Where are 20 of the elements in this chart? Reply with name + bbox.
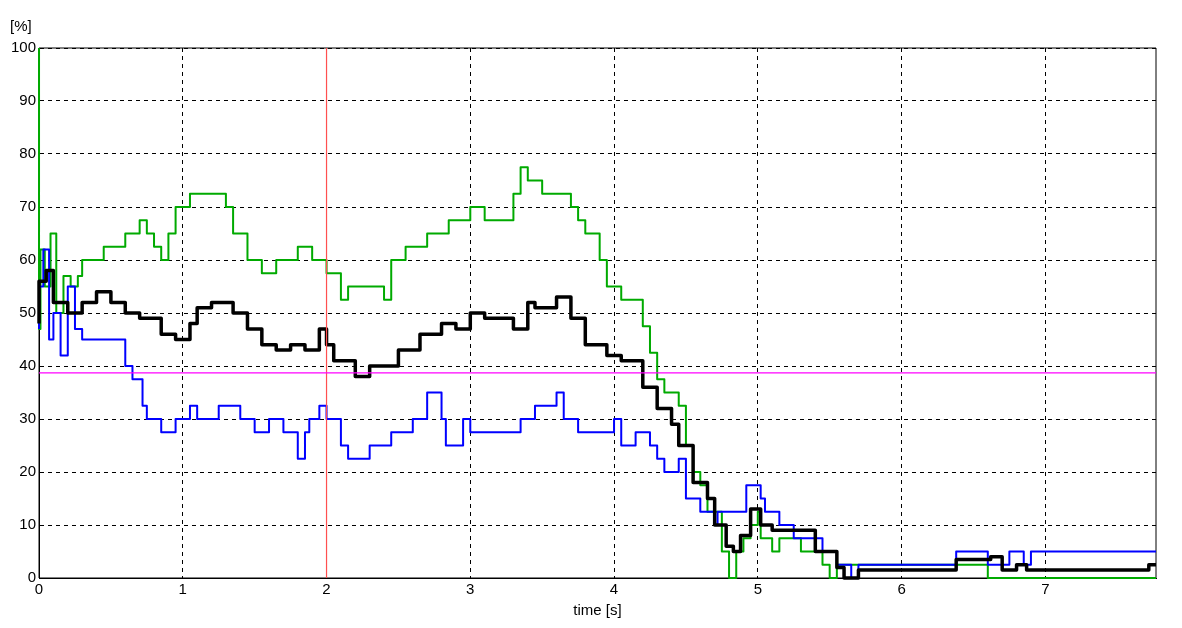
y-tick-label: 50 xyxy=(19,303,37,321)
y-tick-label: 0 xyxy=(27,568,37,586)
x-tick-label: 1 xyxy=(178,580,187,598)
y-tick-label: 90 xyxy=(19,91,37,109)
x-axis-title: time [s] xyxy=(573,601,622,619)
x-tick-label: 3 xyxy=(466,580,475,598)
x-tick-label: 2 xyxy=(322,580,331,598)
x-tick-label: 4 xyxy=(609,580,619,598)
y-tick-label: 80 xyxy=(19,144,37,162)
y-tick-label: 70 xyxy=(19,197,37,215)
y-tick-label: 10 xyxy=(19,515,37,533)
y-tick-label: 100 xyxy=(11,38,37,56)
y-tick-label: 60 xyxy=(19,250,37,268)
x-tick-label: 6 xyxy=(897,580,906,598)
y-tick-label: 30 xyxy=(19,409,37,427)
y-tick-label: 20 xyxy=(19,462,37,480)
y-tick-label: 40 xyxy=(19,356,37,374)
x-tick-label: 7 xyxy=(1041,580,1050,598)
x-tick-label: 5 xyxy=(753,580,762,598)
y-axis-title: [%] xyxy=(10,16,32,34)
